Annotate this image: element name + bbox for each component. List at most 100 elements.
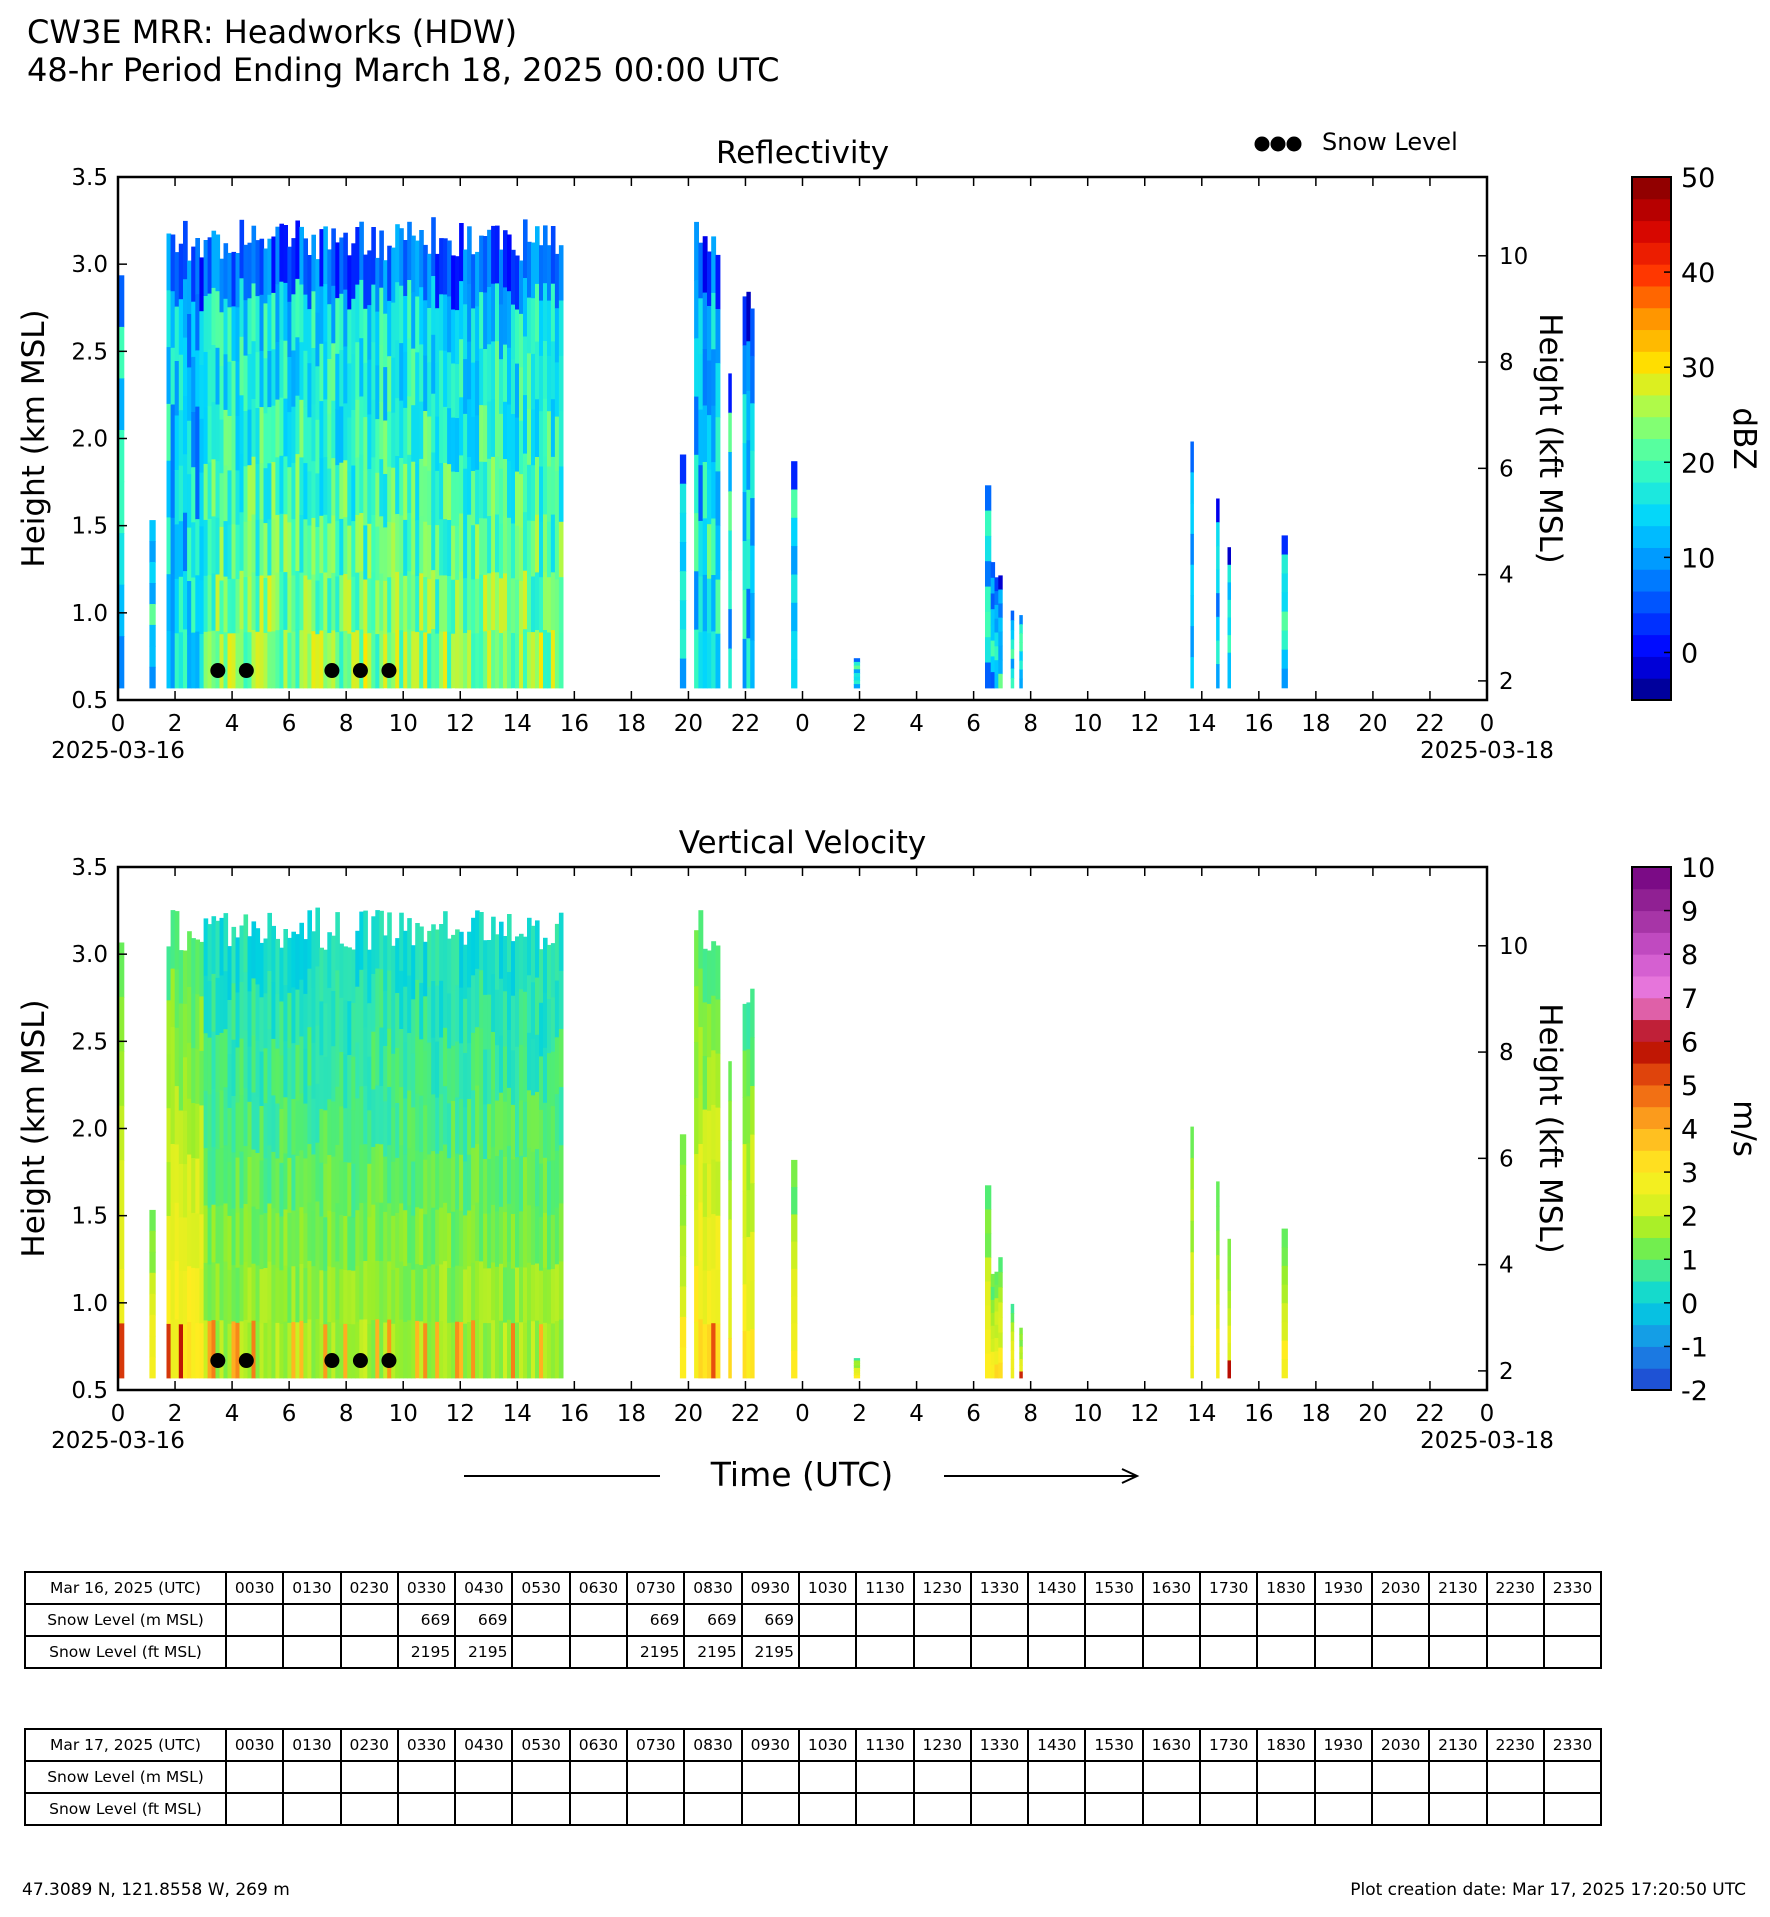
field-cell (399, 458, 404, 516)
field-cell (351, 465, 356, 522)
field-cell (287, 357, 292, 413)
field-cell (475, 1144, 480, 1204)
field-cell (702, 1163, 708, 1218)
field-cell (547, 355, 552, 412)
table-time-cell: 0430 (454, 1571, 514, 1605)
field-cell (203, 352, 209, 409)
field-cell (275, 342, 280, 401)
field-cell (467, 1266, 472, 1323)
field-cell (166, 347, 172, 405)
field-cell (475, 524, 480, 580)
field-cell (791, 659, 798, 689)
field-cell (459, 629, 464, 689)
field-cell (327, 1043, 332, 1100)
field-cell (271, 462, 276, 520)
field-cell (271, 982, 276, 1040)
field-cell (694, 396, 699, 456)
field-cell (343, 1000, 348, 1055)
field-cell (231, 360, 237, 416)
field-cell (994, 674, 999, 689)
field-cell (479, 970, 484, 1029)
field-cell (471, 471, 476, 526)
field-cell (415, 979, 420, 1038)
table-time-cell: 1730 (1199, 1728, 1259, 1762)
field-cell (558, 1319, 564, 1379)
snow-level-point (381, 663, 397, 679)
time-arrowhead (1121, 1468, 1140, 1484)
field-cell (243, 1030, 249, 1089)
field-cell (1010, 658, 1015, 670)
field-cell (203, 631, 209, 689)
y-axis-label: Height (km MSL) (16, 309, 52, 567)
field-cell (694, 1265, 699, 1323)
field-cell (211, 287, 217, 346)
table-value-cell (282, 1760, 342, 1794)
field-cell (170, 631, 176, 689)
field-cell (395, 938, 400, 994)
field-cell (295, 629, 300, 689)
field-cell (178, 521, 184, 578)
colorbar-tick-label: -2 (1681, 1376, 1708, 1407)
field-cell (327, 987, 332, 1045)
field-cell (331, 1212, 336, 1268)
field-cell (985, 485, 992, 512)
field-cell (383, 313, 388, 368)
field-cell (183, 1003, 188, 1058)
field-cell (178, 354, 184, 411)
field-cell (1190, 1189, 1194, 1222)
field-cell (499, 921, 504, 980)
field-cell (319, 401, 324, 459)
table-value-cell (969, 1635, 1030, 1669)
field-cell (495, 1100, 500, 1157)
field-cell (459, 455, 464, 515)
y2-tick-label: 10 (1499, 934, 1528, 960)
field-cell (343, 1162, 348, 1217)
chart-title-line2: 48-hr Period Ending March 18, 2025 00:00… (27, 51, 780, 89)
table-value-cell (396, 1760, 457, 1794)
field-cell (375, 257, 380, 313)
table-value-cell (1313, 1603, 1373, 1637)
table-value-cell (626, 1792, 686, 1826)
field-cell (399, 343, 404, 402)
field-cell (511, 1214, 516, 1270)
field-cell (383, 1156, 388, 1213)
field-cell (243, 411, 249, 467)
field-cell (243, 466, 249, 523)
field-cell (299, 284, 304, 343)
x-tick-label: 0 (795, 711, 810, 737)
field-cell (742, 541, 747, 591)
field-cell (303, 406, 308, 464)
field-cell (239, 1264, 245, 1322)
field-cell (311, 1098, 316, 1156)
field-cell (463, 1161, 468, 1216)
field-cell (187, 1266, 192, 1323)
field-cell (203, 519, 209, 577)
table-value-cell (969, 1792, 1030, 1826)
y2-tick-label: 10 (1499, 244, 1528, 270)
field-cell (195, 238, 200, 295)
field-cell (178, 465, 184, 522)
field-cell (339, 1269, 344, 1325)
field-cell (515, 1157, 520, 1213)
field-cell (550, 1160, 556, 1216)
field-cell (271, 1151, 276, 1209)
field-cell (998, 1257, 1003, 1273)
table-value-cell (1485, 1603, 1545, 1637)
field-cell (519, 581, 524, 635)
field-cell (149, 583, 156, 605)
field-cell (183, 396, 188, 455)
field-cell (319, 286, 324, 345)
field-cell (375, 526, 380, 581)
field-cell (347, 471, 352, 527)
colorbar-frame (1631, 176, 1672, 701)
field-cell (259, 1323, 265, 1379)
field-cell (483, 1159, 488, 1215)
field-cell (331, 572, 336, 631)
field-cell (435, 470, 440, 526)
y-tick-label: 3.0 (71, 252, 108, 278)
field-cell (1010, 629, 1015, 641)
field-cell (728, 1140, 732, 1181)
field-cell (399, 400, 404, 459)
field-cell (479, 912, 484, 971)
field-cell (327, 304, 332, 360)
